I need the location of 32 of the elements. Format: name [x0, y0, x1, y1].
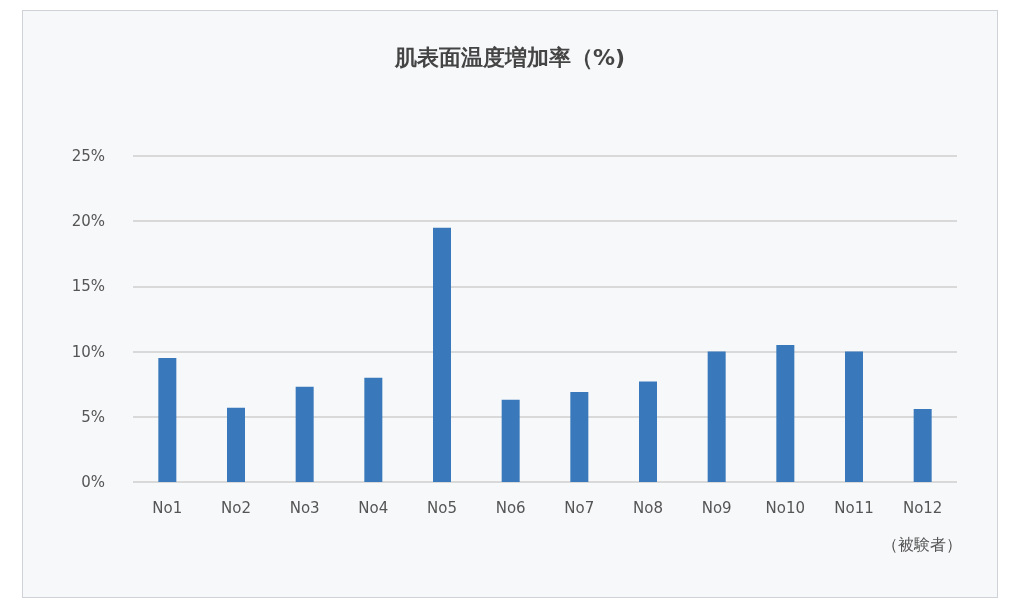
x-tick-label: No4 — [358, 498, 389, 517]
y-tick-label: 15% — [71, 277, 105, 296]
x-tick-label: No2 — [221, 498, 251, 517]
bar — [845, 351, 863, 482]
chart-title: 肌表面温度増加率（%) — [393, 44, 626, 70]
bar — [433, 227, 451, 482]
bar — [913, 408, 932, 482]
x-tick-label: No9 — [701, 498, 732, 517]
x-tick-label: No6 — [495, 498, 526, 517]
x-tick-label: No5 — [427, 498, 457, 517]
y-tick-label: 10% — [71, 342, 105, 361]
x-tick-label: No3 — [289, 498, 320, 517]
bar — [227, 407, 245, 482]
bar — [639, 381, 657, 482]
x-tick-label: No7 — [564, 498, 595, 517]
y-tick-label: 5% — [81, 407, 105, 426]
x-axis-title: （被験者） — [882, 534, 962, 554]
x-tick-label: No1 — [152, 498, 183, 517]
y-tick-label: 25% — [71, 147, 105, 165]
bar — [707, 351, 726, 482]
bar — [776, 345, 795, 482]
x-tick-label: No12 — [902, 498, 943, 517]
bar — [364, 377, 383, 482]
x-tick-label: No11 — [834, 498, 874, 517]
y-tick-label: 0% — [81, 473, 105, 491]
y-tick-label: 20% — [71, 212, 105, 231]
bar — [570, 392, 589, 482]
bar — [158, 358, 177, 482]
bar — [295, 386, 314, 482]
bar — [501, 399, 520, 482]
x-tick-label: No8 — [633, 498, 663, 517]
x-tick-label: No10 — [765, 498, 806, 517]
